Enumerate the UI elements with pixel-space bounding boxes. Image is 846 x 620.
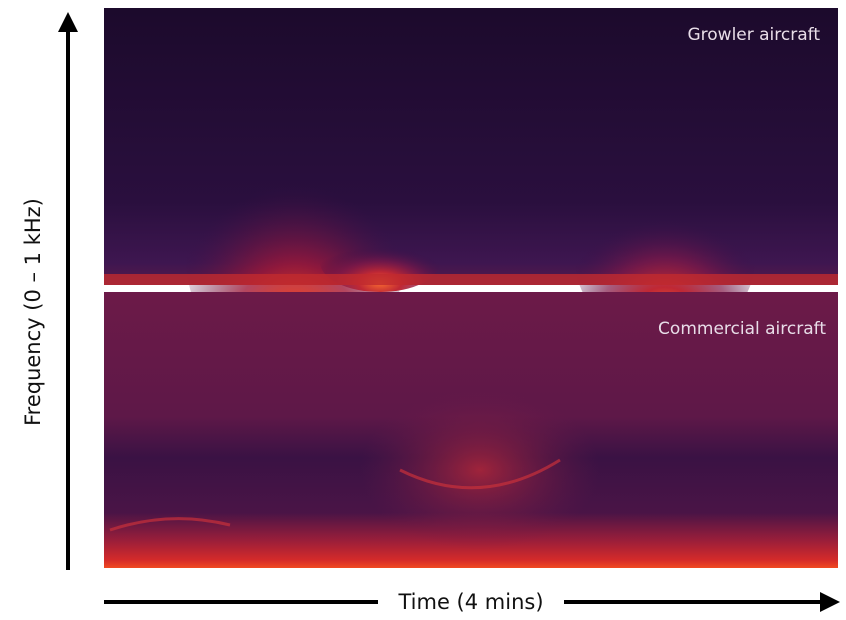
panel-title: Growler aircraft [687,25,820,45]
hot-spot [360,390,600,550]
y-axis-label: Frequency (0 – 1 kHz) [21,198,45,426]
label-bg [378,588,564,616]
panel-title: Commercial aircraft [658,319,826,339]
x-axis-label: Time (4 mins) [397,590,543,614]
band [104,274,838,285]
panel-bottom: Commercial aircraft [104,292,838,568]
trace [109,458,561,532]
